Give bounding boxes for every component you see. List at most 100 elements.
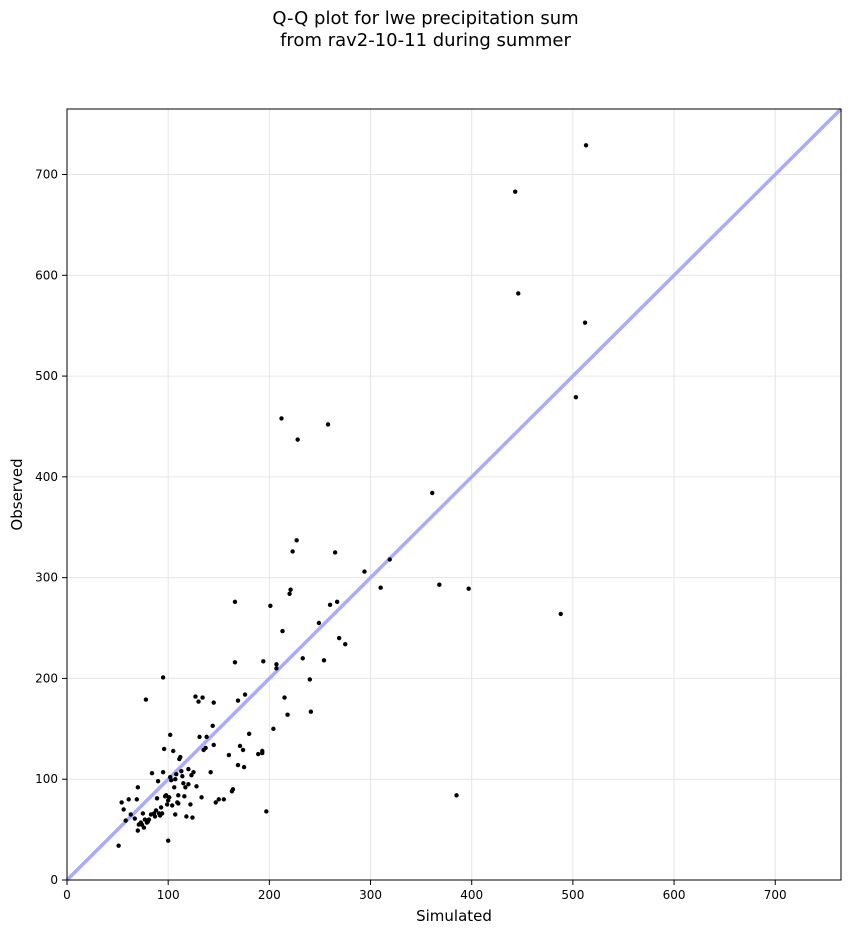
data-point	[196, 699, 201, 704]
y-tick-label: 400	[35, 470, 58, 484]
data-point	[161, 746, 167, 752]
data-point	[158, 805, 164, 810]
data-point	[308, 709, 314, 714]
data-point	[316, 620, 322, 626]
data-point	[213, 800, 218, 805]
data-point	[274, 662, 279, 667]
data-point	[242, 692, 248, 697]
data-point	[126, 797, 131, 802]
data-point	[343, 641, 348, 647]
x-tick-label: 100	[157, 888, 180, 902]
data-point	[558, 611, 563, 617]
data-point	[279, 416, 284, 421]
data-point	[190, 815, 195, 820]
data-point	[176, 801, 181, 806]
data-point	[216, 797, 221, 802]
data-point	[199, 795, 204, 800]
data-point	[155, 779, 161, 784]
data-point	[140, 811, 146, 816]
data-point	[123, 818, 128, 823]
data-point	[287, 591, 292, 596]
data-point	[362, 569, 367, 574]
data-point	[256, 751, 261, 757]
data-point	[327, 602, 333, 608]
data-point	[116, 843, 121, 848]
data-point	[280, 628, 285, 634]
data-point	[172, 785, 177, 790]
data-point	[128, 812, 133, 817]
data-point	[261, 659, 266, 664]
data-point	[153, 808, 159, 813]
data-point	[210, 723, 215, 728]
y-tick-label: 0	[50, 873, 58, 887]
data-point	[184, 814, 189, 819]
data-point	[169, 778, 174, 783]
data-point	[221, 797, 227, 802]
data-point	[154, 796, 160, 801]
data-point	[168, 732, 173, 738]
x-tick-label: 0	[63, 888, 71, 902]
data-point	[180, 773, 185, 779]
data-point	[274, 666, 279, 671]
data-point	[232, 660, 238, 665]
data-point	[288, 587, 293, 592]
data-point	[282, 695, 287, 700]
data-point	[203, 745, 208, 751]
data-point	[260, 748, 265, 754]
data-point	[171, 748, 176, 754]
data-point	[193, 694, 198, 699]
data-point	[294, 538, 299, 543]
data-point	[121, 807, 126, 812]
data-point	[235, 762, 241, 768]
data-point	[240, 747, 246, 753]
data-point	[152, 814, 158, 819]
reference-line	[65, 107, 843, 882]
y-tick-label: 200	[35, 671, 58, 685]
chart-title-line-2: from rav2-10-11 during summer	[280, 30, 571, 51]
data-point	[174, 771, 179, 777]
data-point	[241, 764, 247, 770]
data-point	[173, 777, 178, 782]
data-point	[583, 143, 589, 148]
y-tick-label: 300	[35, 571, 58, 585]
x-axis-ticks: 0 100 200 300 400 500 600 700	[63, 880, 787, 902]
data-point	[132, 816, 137, 821]
x-tick-label: 700	[764, 888, 787, 902]
data-points	[116, 143, 589, 848]
data-point	[582, 320, 588, 325]
data-point	[271, 726, 276, 732]
data-point	[513, 189, 518, 194]
data-point	[188, 802, 193, 807]
data-point	[208, 769, 213, 775]
data-point	[135, 828, 141, 833]
data-point	[200, 695, 205, 700]
data-point	[204, 734, 209, 740]
data-point	[295, 437, 300, 442]
data-point	[211, 742, 216, 748]
data-point	[235, 698, 241, 703]
data-point	[135, 785, 141, 790]
data-point	[194, 784, 199, 789]
data-point	[165, 838, 171, 843]
y-axis-ticks: 0 100 200 300 400 500 600 700	[35, 168, 67, 887]
data-point	[179, 768, 184, 774]
grid-lines	[66, 109, 841, 881]
data-point	[141, 825, 147, 830]
data-point	[197, 734, 202, 740]
x-tick-label: 600	[663, 888, 686, 902]
x-tick-label: 200	[258, 888, 281, 902]
data-point	[336, 635, 342, 641]
data-point	[176, 793, 181, 798]
data-point	[178, 754, 183, 760]
data-point	[516, 291, 521, 296]
data-point	[268, 603, 273, 609]
data-point	[246, 731, 252, 737]
axes-frame	[66, 108, 842, 881]
data-point	[237, 743, 243, 749]
y-axis-label: Observed	[8, 458, 26, 530]
y-tick-label: 500	[35, 369, 58, 383]
data-point	[573, 395, 579, 400]
data-point	[143, 697, 149, 702]
